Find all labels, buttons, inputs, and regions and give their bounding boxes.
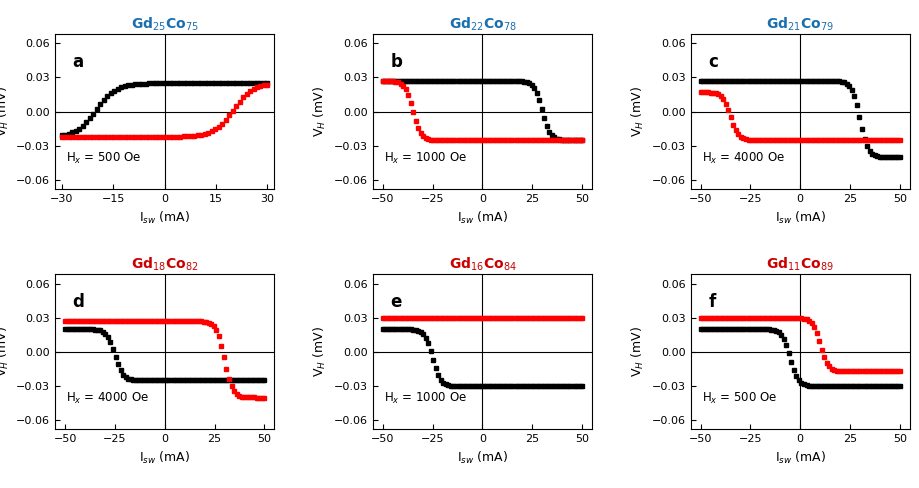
- Title: Gd$_{18}$Co$_{82}$: Gd$_{18}$Co$_{82}$: [131, 256, 199, 273]
- Title: Gd$_{21}$Co$_{79}$: Gd$_{21}$Co$_{79}$: [766, 16, 834, 33]
- Y-axis label: V$_H$ (mV): V$_H$ (mV): [312, 326, 328, 377]
- Y-axis label: V$_H$ (mV): V$_H$ (mV): [630, 86, 646, 137]
- X-axis label: I$_{sw}$ (mA): I$_{sw}$ (mA): [139, 209, 190, 225]
- Text: H$_x$ = 4000 Oe: H$_x$ = 4000 Oe: [66, 391, 149, 406]
- Text: H$_x$ = 500 Oe: H$_x$ = 500 Oe: [701, 391, 777, 406]
- Title: Gd$_{22}$Co$_{78}$: Gd$_{22}$Co$_{78}$: [448, 16, 516, 33]
- Y-axis label: V$_H$ (mV): V$_H$ (mV): [630, 326, 646, 377]
- Title: Gd$_{11}$Co$_{89}$: Gd$_{11}$Co$_{89}$: [766, 256, 834, 273]
- Y-axis label: V$_H$ (mV): V$_H$ (mV): [0, 326, 11, 377]
- X-axis label: I$_{sw}$ (mA): I$_{sw}$ (mA): [775, 450, 826, 466]
- Title: Gd$_{25}$Co$_{75}$: Gd$_{25}$Co$_{75}$: [130, 16, 199, 33]
- Title: Gd$_{16}$Co$_{84}$: Gd$_{16}$Co$_{84}$: [448, 256, 516, 273]
- Text: H$_x$ = 4000 Oe: H$_x$ = 4000 Oe: [701, 151, 785, 166]
- Text: c: c: [709, 53, 718, 71]
- Text: H$_x$ = 1000 Oe: H$_x$ = 1000 Oe: [384, 151, 467, 166]
- X-axis label: I$_{sw}$ (mA): I$_{sw}$ (mA): [457, 450, 508, 466]
- Y-axis label: V$_H$ (mV): V$_H$ (mV): [312, 86, 328, 137]
- Text: a: a: [73, 53, 84, 71]
- Text: e: e: [391, 293, 402, 311]
- Text: H$_x$ = 500 Oe: H$_x$ = 500 Oe: [66, 151, 142, 166]
- X-axis label: I$_{sw}$ (mA): I$_{sw}$ (mA): [457, 209, 508, 225]
- X-axis label: I$_{sw}$ (mA): I$_{sw}$ (mA): [775, 209, 826, 225]
- Text: b: b: [391, 53, 403, 71]
- X-axis label: I$_{sw}$ (mA): I$_{sw}$ (mA): [139, 450, 190, 466]
- Text: f: f: [709, 293, 716, 311]
- Text: d: d: [73, 293, 85, 311]
- Y-axis label: V$_H$ (mV): V$_H$ (mV): [0, 86, 11, 137]
- Text: H$_x$ = 1000 Oe: H$_x$ = 1000 Oe: [384, 391, 467, 406]
